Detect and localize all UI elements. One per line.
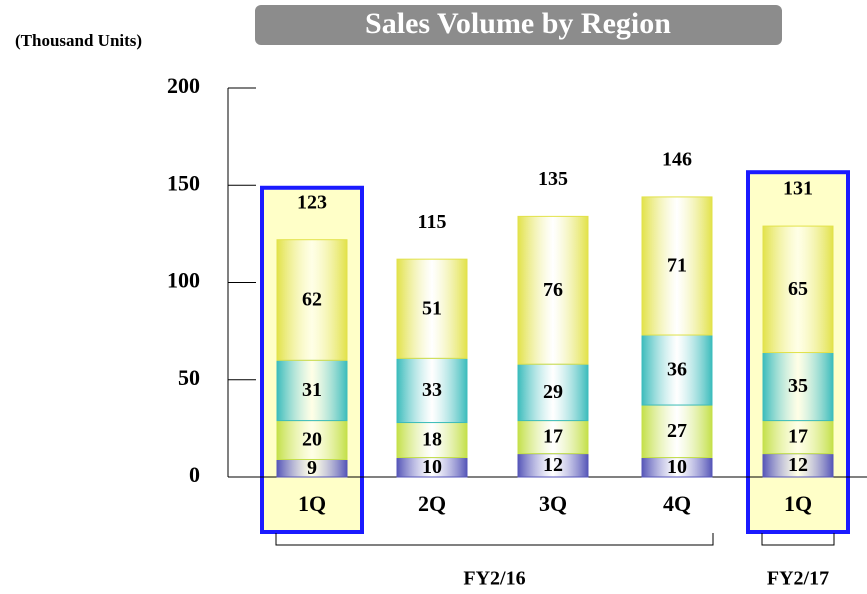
- value-label: 31: [302, 379, 322, 401]
- bar-segment: [396, 422, 468, 459]
- value-label: 9: [307, 457, 317, 479]
- bar-segment: [641, 334, 713, 406]
- total-label: 135: [538, 168, 568, 190]
- value-label: 71: [667, 255, 687, 277]
- bar-segment: [517, 215, 589, 365]
- total-label: 115: [418, 211, 447, 233]
- bar-segment: [641, 404, 713, 459]
- bar-segment: [641, 196, 713, 336]
- value-label: 62: [302, 289, 322, 311]
- bar-segment: [276, 420, 348, 460]
- group-label: FY2/16: [463, 568, 525, 590]
- value-label: 18: [422, 429, 442, 451]
- value-label: 29: [543, 381, 563, 403]
- value-label: 12: [543, 454, 563, 476]
- bar-segment: [276, 359, 348, 422]
- value-label: 35: [788, 375, 808, 397]
- value-label: 33: [422, 379, 442, 401]
- total-label: 123: [297, 191, 327, 213]
- group-bracket: [761, 533, 835, 546]
- bar-segment: [762, 352, 834, 422]
- bar-segment: [762, 420, 834, 455]
- value-label: 17: [788, 426, 808, 448]
- value-label: 27: [667, 420, 687, 442]
- bar-segment: [396, 357, 468, 424]
- value-label: 17: [543, 426, 563, 448]
- total-label: 131: [783, 178, 813, 200]
- value-label: 51: [422, 297, 442, 319]
- y-tick-label: 50: [178, 365, 200, 390]
- value-label: 36: [667, 359, 687, 381]
- value-label: 10: [667, 456, 687, 478]
- x-tick-label: 2Q: [418, 491, 446, 516]
- y-tick-label: 0: [189, 462, 200, 487]
- x-tick-label: 1Q: [784, 491, 812, 516]
- group-bracket: [275, 533, 714, 546]
- total-label: 146: [662, 149, 692, 171]
- value-label: 20: [302, 429, 322, 451]
- chart-title: Sales Volume by Region: [365, 7, 671, 40]
- bar-segment: [396, 258, 468, 359]
- x-tick-label: 3Q: [539, 491, 567, 516]
- group-label: FY2/17: [767, 568, 829, 590]
- bar-segment: [762, 225, 834, 354]
- bar-segment: [276, 239, 348, 361]
- value-label: 12: [788, 454, 808, 476]
- title-box: [255, 5, 782, 45]
- y-tick-label: 100: [167, 268, 200, 293]
- y-tick-label: 200: [167, 73, 200, 98]
- value-label: 76: [543, 279, 563, 301]
- x-tick-label: 4Q: [663, 491, 691, 516]
- x-tick-label: 1Q: [298, 491, 326, 516]
- value-label: 65: [788, 278, 808, 300]
- y-axis-label: (Thousand Units): [15, 31, 142, 50]
- y-tick-label: 150: [167, 170, 200, 195]
- value-label: 10: [422, 456, 442, 478]
- bar-segment: [517, 363, 589, 422]
